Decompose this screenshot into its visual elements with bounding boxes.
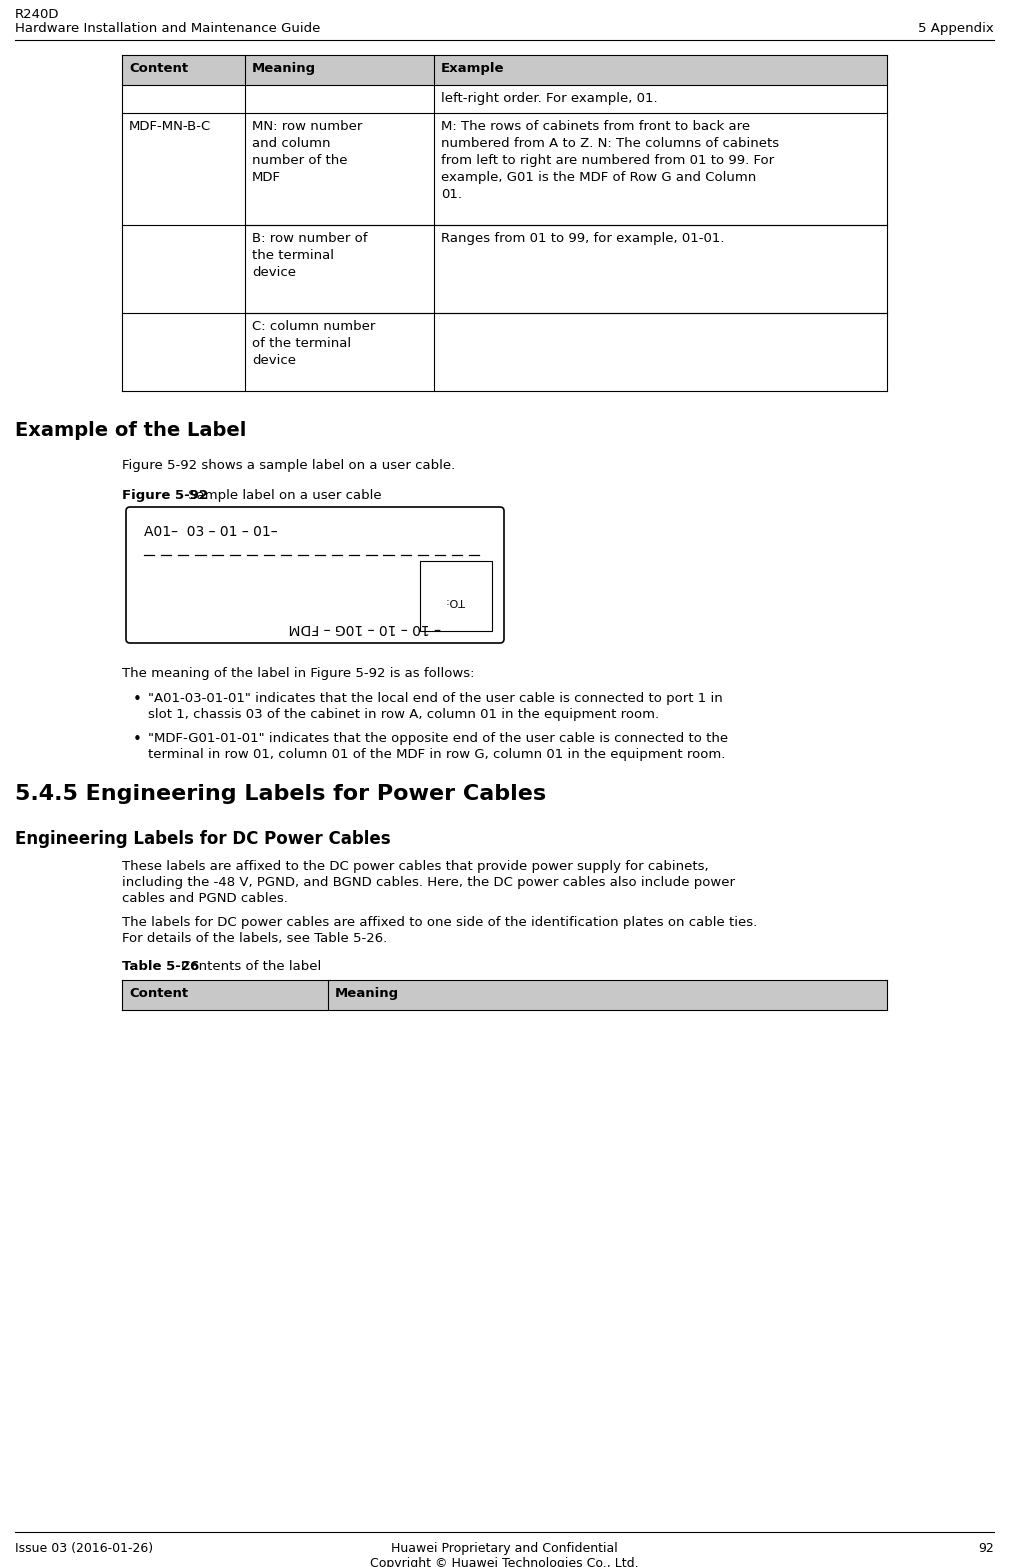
Text: Contents of the label: Contents of the label [177,961,321,973]
Text: MDF-MN-B-C: MDF-MN-B-C [129,121,211,133]
Text: including the -48 V, PGND, and BGND cables. Here, the DC power cables also inclu: including the -48 V, PGND, and BGND cabl… [122,876,735,888]
Text: "MDF-G01-01-01" indicates that the opposite end of the user cable is connected t: "MDF-G01-01-01" indicates that the oppos… [148,732,728,744]
Text: The labels for DC power cables are affixed to one side of the identification pla: The labels for DC power cables are affix… [122,917,757,929]
Text: Example: Example [441,63,504,75]
Text: A01–  03 – 01 – 01–: A01– 03 – 01 – 01– [144,525,277,539]
Text: These labels are affixed to the DC power cables that provide power supply for ca: These labels are affixed to the DC power… [122,860,708,873]
Text: MN: row number
and column
number of the
MDF: MN: row number and column number of the … [252,121,362,183]
Text: C: column number
of the terminal
device: C: column number of the terminal device [252,320,375,367]
Text: 5 Appendix: 5 Appendix [918,22,994,34]
Text: B: row number of
the terminal
device: B: row number of the terminal device [252,232,367,279]
Text: Issue 03 (2016-01-26): Issue 03 (2016-01-26) [15,1542,153,1554]
Text: Huawei Proprietary and Confidential: Huawei Proprietary and Confidential [390,1542,618,1554]
Text: The meaning of the label in Figure 5-92 is as follows:: The meaning of the label in Figure 5-92 … [122,668,474,680]
Text: 92: 92 [979,1542,994,1554]
Text: Example of the Label: Example of the Label [15,422,246,440]
Text: left-right order. For example, 01.: left-right order. For example, 01. [441,92,658,105]
Text: terminal in row 01, column 01 of the MDF in row G, column 01 in the equipment ro: terminal in row 01, column 01 of the MDF… [148,747,725,762]
Text: Sample label on a user cable: Sample label on a user cable [184,489,381,501]
Text: – 10 – 10 – 10G – FDM: – 10 – 10 – 10G – FDM [289,621,441,635]
Text: 5.4.5 Engineering Labels for Power Cables: 5.4.5 Engineering Labels for Power Cable… [15,784,546,804]
Text: Ranges from 01 to 99, for example, 01-01.: Ranges from 01 to 99, for example, 01-01… [441,232,724,244]
Text: For details of the labels, see Table 5-26.: For details of the labels, see Table 5-2… [122,932,387,945]
Bar [122,979,887,1011]
Text: R240D: R240D [15,8,60,20]
Text: Table 5-26: Table 5-26 [122,961,199,973]
Text: Content: Content [129,987,188,1000]
Text: Copyright © Huawei Technologies Co., Ltd.: Copyright © Huawei Technologies Co., Ltd… [369,1558,639,1567]
FancyBboxPatch shape [126,508,504,642]
Text: TO:: TO: [447,595,465,606]
Bar [420,561,492,632]
Text: cables and PGND cables.: cables and PGND cables. [122,892,288,906]
Bar [122,55,887,85]
Text: Engineering Labels for DC Power Cables: Engineering Labels for DC Power Cables [15,831,390,848]
Text: Content: Content [129,63,188,75]
Text: Hardware Installation and Maintenance Guide: Hardware Installation and Maintenance Gu… [15,22,321,34]
Text: •: • [133,732,142,747]
Text: Figure 5-92: Figure 5-92 [122,489,208,501]
Text: slot 1, chassis 03 of the cabinet in row A, column 01 in the equipment room.: slot 1, chassis 03 of the cabinet in row… [148,708,659,721]
Text: •: • [133,693,142,707]
Text: M: The rows of cabinets from front to back are
numbered from A to Z. N: The colu: M: The rows of cabinets from front to ba… [441,121,779,201]
Text: Meaning: Meaning [335,987,400,1000]
Text: Figure 5-92 shows a sample label on a user cable.: Figure 5-92 shows a sample label on a us… [122,459,455,472]
Text: "A01-03-01-01" indicates that the local end of the user cable is connected to po: "A01-03-01-01" indicates that the local … [148,693,722,705]
Text: Meaning: Meaning [252,63,316,75]
